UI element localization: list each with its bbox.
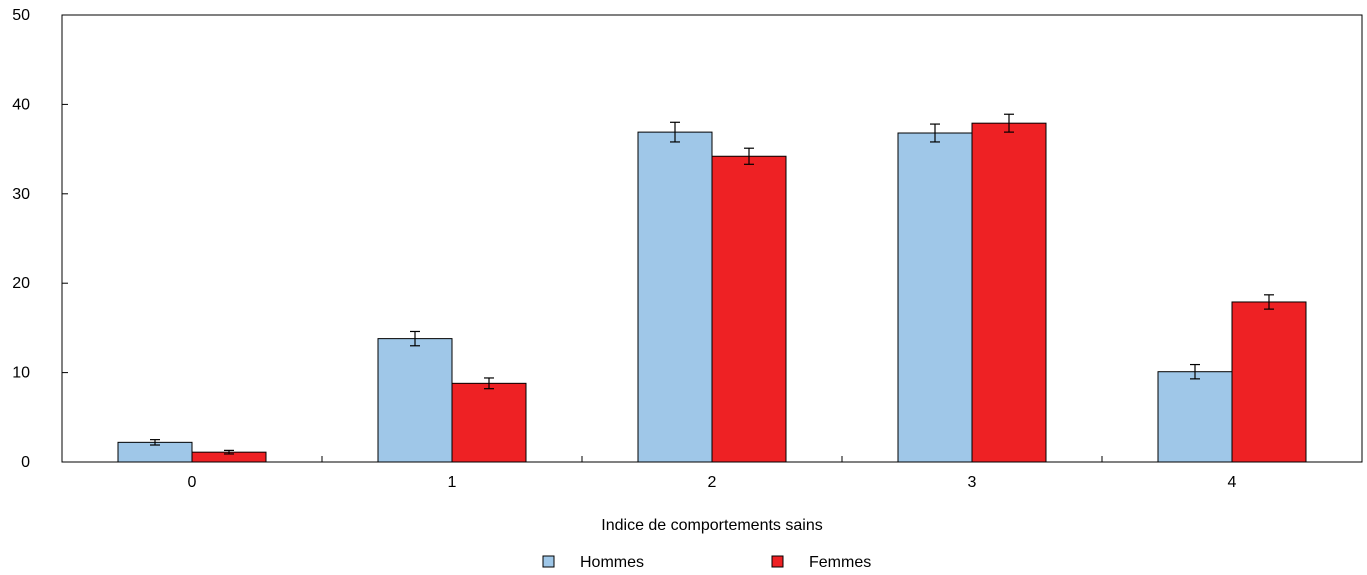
x-tick-label: 0 (188, 474, 197, 491)
error-bar-femmes-3 (1004, 113, 1014, 133)
x-tick-label: 4 (1228, 474, 1237, 491)
x-tick-label: 3 (968, 474, 977, 491)
error-bar-hommes-0 (150, 439, 160, 446)
y-axis: 0 10 20 30 40 50 (12, 7, 68, 471)
bars (117, 122, 1307, 463)
y-tick-label: 50 (12, 7, 30, 24)
legend-swatch-hommes (542, 555, 555, 568)
legend: Hommes Femmes (542, 554, 871, 571)
legend-swatch-femmes (771, 555, 784, 568)
error-bar-hommes-3 (930, 123, 940, 143)
error-bar-hommes-2 (670, 121, 680, 143)
legend-label-femmes: Femmes (809, 554, 871, 571)
bar-hommes-3 (897, 132, 973, 463)
y-tick-label: 40 (12, 96, 30, 113)
y-tick-label: 30 (12, 186, 30, 203)
y-tick-label: 20 (12, 275, 30, 292)
error-bar-femmes-0 (224, 449, 234, 455)
y-tick-label: 10 (12, 365, 30, 382)
error-bars (150, 113, 1274, 455)
error-bar-femmes-1 (484, 377, 494, 390)
bar-hommes-4 (1157, 371, 1233, 463)
x-axis: 0 1 2 3 4 (188, 456, 1237, 491)
error-bar-hommes-1 (410, 330, 420, 347)
x-axis-title: Indice de comportements sains (601, 517, 822, 534)
error-bar-hommes-4 (1190, 363, 1200, 380)
bar-femmes-2 (711, 155, 787, 463)
plot-frame (61, 14, 1363, 463)
bar-hommes-2 (637, 131, 713, 463)
legend-label-hommes: Hommes (580, 554, 644, 571)
error-bar-femmes-4 (1264, 294, 1274, 310)
x-tick-label: 2 (708, 474, 717, 491)
bar-femmes-4 (1231, 301, 1307, 463)
bar-femmes-1 (451, 382, 527, 463)
bar-hommes-1 (377, 338, 453, 463)
x-tick-label: 1 (448, 474, 457, 491)
bar-femmes-3 (971, 122, 1047, 463)
y-tick-label: 0 (21, 454, 30, 471)
error-bar-femmes-2 (744, 147, 754, 165)
